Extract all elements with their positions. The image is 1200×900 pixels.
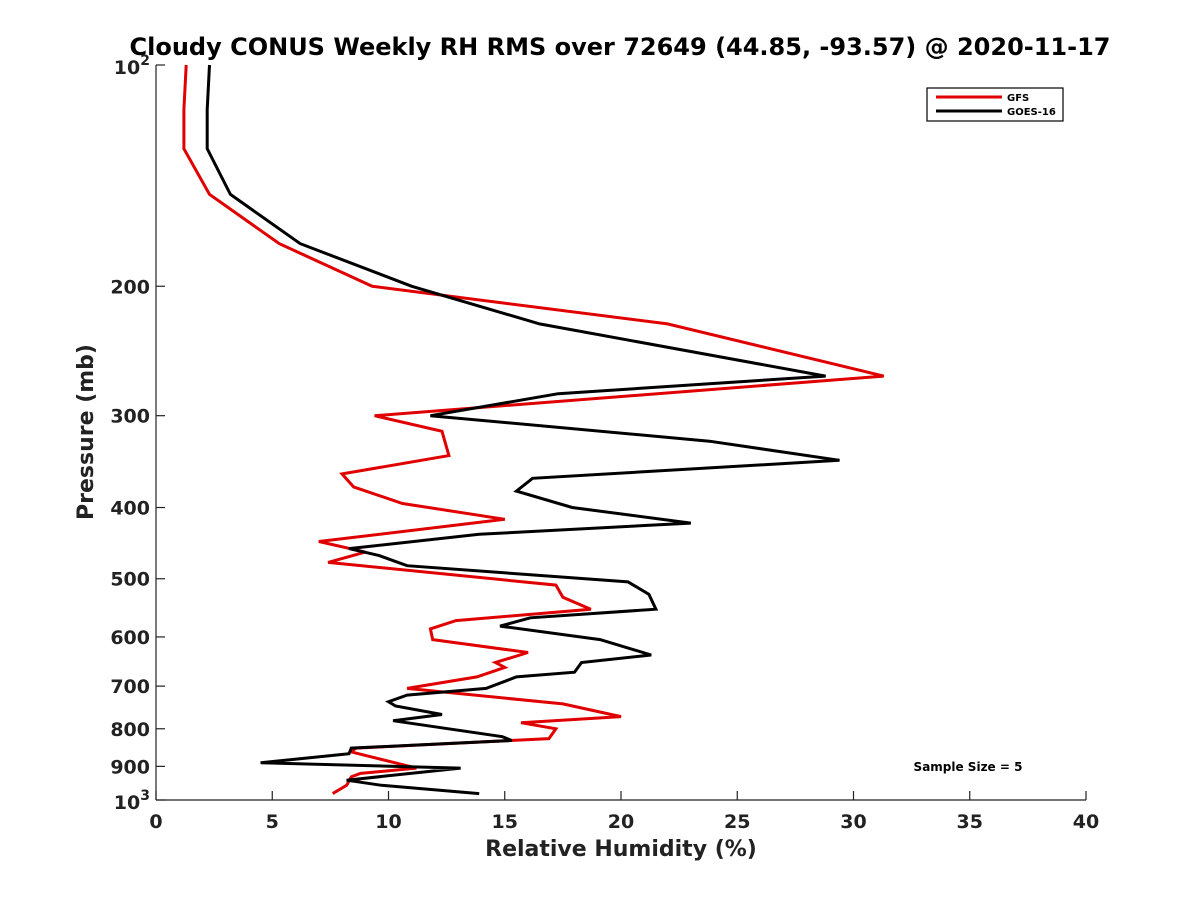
chart-title: Cloudy CONUS Weekly RH RMS over 72649 (4… bbox=[130, 33, 1111, 61]
y-tick-label: 400 bbox=[110, 498, 150, 520]
y-tick-label: 900 bbox=[110, 756, 150, 778]
x-tick-label: 25 bbox=[724, 811, 750, 833]
x-tick-label: 10 bbox=[375, 811, 401, 833]
y-tick-exponent: 3 bbox=[140, 788, 150, 804]
y-tick-label: 500 bbox=[110, 569, 150, 591]
y-tick-label: 700 bbox=[110, 676, 150, 698]
y-tick-label: 102 bbox=[114, 53, 150, 79]
x-tick-label: 30 bbox=[840, 811, 866, 833]
legend-label-1: GOES-16 bbox=[1007, 107, 1056, 118]
legend-label-0: GFS bbox=[1007, 93, 1029, 104]
x-tick-label: 0 bbox=[149, 811, 162, 833]
legend-box bbox=[926, 87, 1064, 122]
series-line-0 bbox=[182, 64, 885, 795]
series-line-1 bbox=[205, 64, 840, 796]
series-layer bbox=[182, 64, 885, 796]
y-tick-label: 300 bbox=[110, 406, 150, 428]
x-tick-label: 20 bbox=[608, 811, 634, 833]
y-axis-label: Pressure (mb) bbox=[74, 344, 99, 520]
y-tick-exponent: 2 bbox=[140, 53, 150, 69]
sample-size-annotation: Sample Size = 5 bbox=[914, 760, 1023, 774]
y-tick-label: 800 bbox=[110, 719, 150, 741]
y-tick-label: 600 bbox=[110, 627, 150, 649]
y-tick-label: 200 bbox=[110, 276, 150, 298]
x-tick-label: 15 bbox=[492, 811, 518, 833]
x-axis-label: Relative Humidity (%) bbox=[485, 837, 757, 862]
x-tick-label: 40 bbox=[1073, 811, 1099, 833]
x-tick-label: 5 bbox=[266, 811, 279, 833]
x-ticks: 0 5 10 15 20 25 30 35 40 bbox=[149, 791, 1099, 833]
y-tick-base: 10 bbox=[114, 57, 140, 79]
x-tick-label: 35 bbox=[957, 811, 983, 833]
legend: GFS GOES-16 bbox=[926, 87, 1064, 122]
y-tick-base: 10 bbox=[114, 792, 140, 814]
y-tick-label: 103 bbox=[114, 788, 150, 814]
